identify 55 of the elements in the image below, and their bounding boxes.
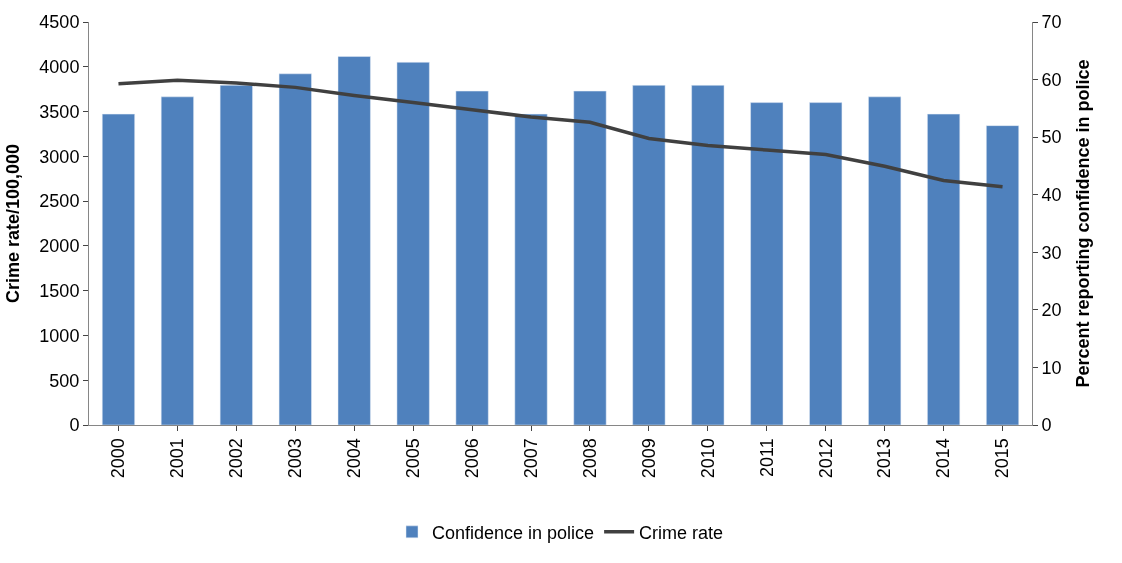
y2-axis-title: Percent reporting confidence in police <box>1072 59 1093 388</box>
y2-tick-label: 60 <box>1041 69 1062 90</box>
y-tick-label: 1000 <box>39 325 80 346</box>
x-tick-label: 2005 <box>403 438 424 479</box>
bar <box>102 113 135 425</box>
y-tick-label: 500 <box>49 370 80 391</box>
y-tick-label: 1500 <box>39 280 80 301</box>
bar <box>632 85 666 425</box>
line-series <box>116 78 1005 189</box>
y-tick-label: 4500 <box>39 12 80 33</box>
y2-tick-label: 40 <box>1041 185 1062 206</box>
x-tick-label: 2012 <box>815 438 836 479</box>
bar <box>691 85 725 425</box>
x-tick-label: 2001 <box>167 438 188 479</box>
x-tick-label: 2010 <box>697 438 718 479</box>
y-tick-label: 0 <box>69 415 80 436</box>
x-tick-label: 2003 <box>285 438 306 479</box>
y-tick-label: 3000 <box>39 146 80 167</box>
bar <box>455 90 489 425</box>
y2-tick-label: 70 <box>1041 12 1062 33</box>
bar <box>927 113 961 425</box>
x-tick-label: 2009 <box>638 438 659 479</box>
bar <box>514 113 548 425</box>
bar <box>809 102 843 425</box>
y-tick-label: 3500 <box>39 101 80 122</box>
bar <box>278 73 312 425</box>
bar <box>750 102 784 425</box>
y2-tick-label: 20 <box>1041 300 1062 321</box>
x-tick-label: 2007 <box>520 438 541 479</box>
legend-label: Confidence in police <box>432 522 595 543</box>
bar <box>160 96 194 425</box>
y2-tick-label: 30 <box>1041 242 1062 263</box>
x-tick-label: 2006 <box>461 438 482 479</box>
y-axis-title: Crime rate/100,000 <box>2 143 23 304</box>
x-tick-label: 2011 <box>756 438 777 477</box>
y2-tick-label: 10 <box>1041 357 1062 378</box>
x-tick-label: 2004 <box>344 438 365 479</box>
bar <box>868 96 902 425</box>
y-tick-label: 2000 <box>39 236 80 257</box>
x-tick-label: 2000 <box>108 438 129 479</box>
x-tick-label: 2015 <box>992 438 1013 479</box>
x-tick-label: 2014 <box>933 438 954 479</box>
y-tick-label: 2500 <box>39 191 80 212</box>
legend-label: Crime rate <box>639 522 724 543</box>
bar <box>986 125 1019 425</box>
bar <box>573 90 607 425</box>
bar <box>219 85 253 425</box>
x-tick-label: 2013 <box>874 438 895 479</box>
y-tick-label: 4000 <box>39 57 80 78</box>
bar <box>396 62 430 425</box>
y2-tick-label: 0 <box>1041 415 1052 436</box>
y2-tick-label: 50 <box>1041 127 1062 148</box>
x-tick-label: 2002 <box>226 438 247 479</box>
bar <box>337 56 371 425</box>
x-tick-label: 2008 <box>579 438 600 479</box>
